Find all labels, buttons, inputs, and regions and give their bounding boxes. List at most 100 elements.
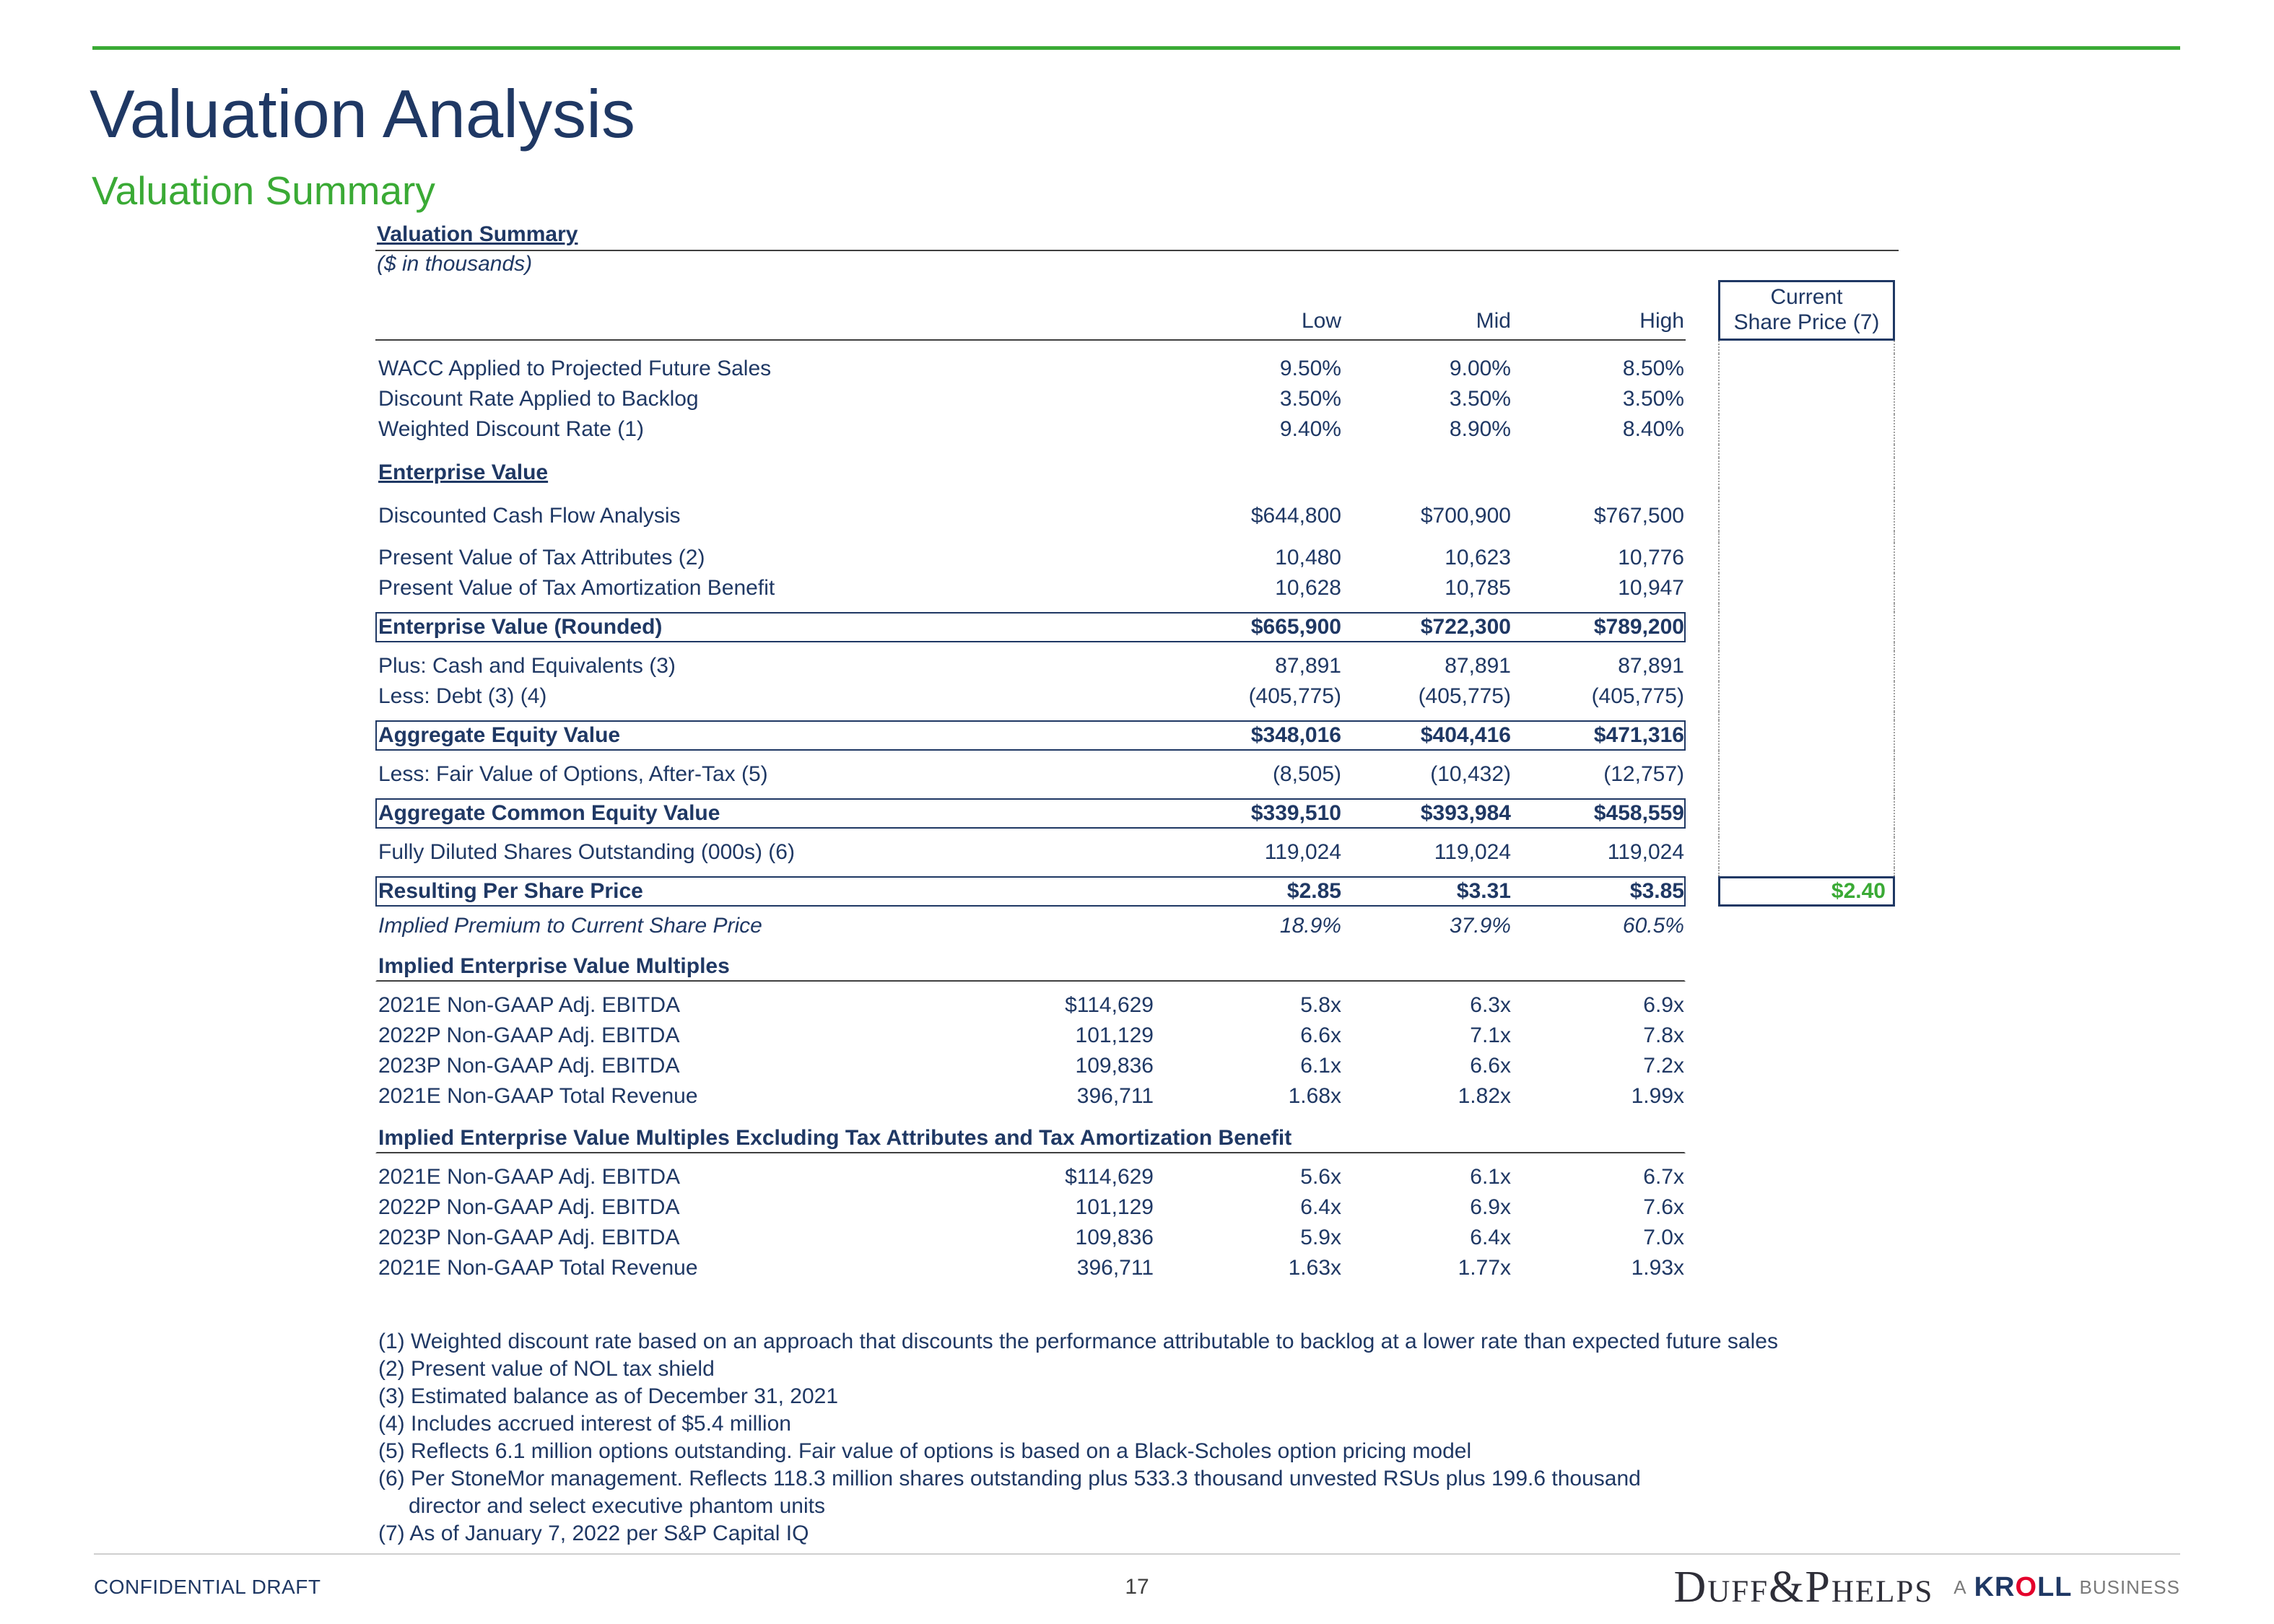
current-share-price-header: Current Share Price (7) (1718, 280, 1895, 341)
table-header: Low Mid High Current Share Price (7) (375, 280, 1899, 341)
value-high: 6.7x (1643, 1165, 1684, 1189)
row-main (375, 445, 1686, 458)
footer: CONFIDENTIAL DRAFT 17 Duff&Phelps A KROL… (94, 1560, 2180, 1614)
footnote-line: (6) Per StoneMor management. Reflects 11… (378, 1467, 1641, 1490)
value-high: 7.6x (1643, 1195, 1684, 1219)
value-high: 8.40% (1622, 417, 1684, 441)
value-low: 18.9% (1279, 914, 1341, 938)
row-main: Fully Diluted Shares Outstanding (000s) … (375, 837, 1686, 868)
table-spacer (375, 445, 1899, 458)
value-high: 87,891 (1618, 654, 1684, 678)
current-column-cell (1718, 1223, 1895, 1253)
row-label: Enterprise Value (Rounded) (378, 615, 663, 639)
row-label: Present Value of Tax Attributes (2) (378, 546, 705, 569)
value-low: $339,510 (1250, 801, 1341, 825)
current-share-price-value: $2.40 (1718, 876, 1895, 907)
duff-phelps-logo: Duff&Phelps A KROLL BUSINESS (1673, 1565, 2180, 1610)
value-low: 5.8x (1300, 993, 1341, 1017)
table-row: Weighted Discount Rate (1) 9.40% 8.90% 8.40… (375, 414, 1899, 445)
row-main (375, 1112, 1686, 1123)
current-column-cell (1718, 798, 1895, 829)
row-label: Plus: Cash and Equivalents (3) (378, 654, 676, 678)
table-title: Valuation Summary (377, 222, 578, 246)
table-row: Resulting Per Share Price $2.85 $3.31 $3.85… (375, 876, 1899, 907)
value-mid: 6.1x (1470, 1165, 1511, 1189)
table-units: ($ in thousands) (377, 252, 533, 276)
table-spacer (375, 712, 1899, 720)
row-label: Present Value of Tax Amortization Benefi… (378, 576, 775, 600)
row-main: Present Value of Tax Amortization Benefi… (375, 573, 1686, 603)
value-mid: 10,623 (1445, 546, 1511, 569)
row-label: Discount Rate Applied to Backlog (378, 387, 699, 411)
value-extra: 396,711 (1076, 1084, 1154, 1108)
current-column-cell (1718, 1021, 1895, 1051)
current-column-cell (1718, 603, 1895, 612)
current-column-cell (1718, 941, 1895, 951)
row-label: 2021E Non-GAAP Adj. EBITDA (378, 993, 680, 1017)
value-low: 10,480 (1275, 546, 1341, 569)
current-column-cell (1718, 1112, 1895, 1123)
current-column-cell (1718, 1192, 1895, 1223)
current-column-cell (1718, 341, 1895, 354)
row-label: Weighted Discount Rate (1) (378, 417, 644, 441)
value-low: 1.68x (1288, 1084, 1341, 1108)
value-extra (973, 416, 1154, 443)
value-mid: 37.9% (1449, 914, 1511, 938)
table-row: Present Value of Tax Attributes (2) 10,48… (375, 543, 1899, 573)
kroll-red-o: O (2015, 1571, 2038, 1602)
value-low: $665,900 (1250, 615, 1341, 639)
value-mid: $404,416 (1420, 723, 1511, 747)
row-main (375, 603, 1686, 612)
confidential-label: CONFIDENTIAL DRAFT (94, 1576, 321, 1598)
value-low: 6.4x (1300, 1195, 1341, 1219)
row-main (375, 531, 1686, 543)
row-main: Resulting Per Share Price $2.85 $3.31 $3.85 (375, 876, 1686, 907)
row-main: Weighted Discount Rate (1) 9.40% 8.90% 8.40… (375, 414, 1686, 445)
current-column-cell (1718, 1162, 1895, 1192)
current-column-cell (1718, 1253, 1895, 1283)
value-high: $458,559 (1593, 801, 1684, 825)
value-low: (8,505) (1272, 762, 1341, 786)
current-share-price-header-line1: Current (1770, 285, 1843, 309)
footnote-line: (7) As of January 7, 2022 per S&P Capita… (378, 1522, 809, 1545)
row-main (375, 868, 1686, 876)
value-extra: $114,629 (1065, 993, 1154, 1017)
section-heading: Implied Enterprise Value Multiples (378, 954, 730, 978)
valuation-summary-table: Valuation Summary ($ in thousands) Low M… (375, 222, 1899, 1283)
table-spacer (375, 1153, 1899, 1162)
value-low: 1.63x (1288, 1256, 1341, 1280)
value-low: 10,628 (1275, 576, 1341, 600)
value-high: 10,947 (1618, 576, 1684, 600)
table-row: Plus: Cash and Equivalents (3) 87,891 87,8… (375, 651, 1899, 681)
current-column-cell (1718, 445, 1895, 458)
page-title: Valuation Analysis (90, 76, 635, 152)
current-column-cell (1718, 911, 1895, 941)
value-high: 7.2x (1643, 1054, 1684, 1078)
value-high: 6.9x (1643, 993, 1684, 1017)
value-mid: 10,785 (1445, 576, 1511, 600)
table-row: Implied Enterprise Value Multiples Exclu… (375, 1123, 1899, 1153)
value-high: 10,776 (1618, 546, 1684, 569)
page-subtitle: Valuation Summary (92, 168, 435, 213)
row-label: Discounted Cash Flow Analysis (378, 504, 681, 528)
value-mid: $393,984 (1420, 801, 1511, 825)
current-column-cell (1718, 573, 1895, 603)
value-extra (973, 683, 1154, 710)
page-number: 17 (1125, 1575, 1149, 1599)
row-main: Less: Fair Value of Options, After-Tax (… (375, 759, 1686, 790)
table-title-divider (375, 250, 1899, 251)
value-extra (973, 652, 1154, 680)
current-column-cell (1718, 651, 1895, 681)
current-column-cell (1718, 488, 1895, 501)
table-row: Implied Enterprise Value Multiples (375, 951, 1899, 982)
row-label: Aggregate Equity Value (378, 723, 621, 747)
value-low: 5.9x (1300, 1226, 1341, 1249)
value-extra (973, 722, 1154, 749)
current-column-cell (1718, 837, 1895, 868)
value-mid: 119,024 (1434, 840, 1511, 864)
kroll-ll: LL (2037, 1571, 2073, 1602)
table-spacer (375, 790, 1899, 798)
kroll-tagline: A KROLL BUSINESS (1953, 1572, 2180, 1603)
row-main: Less: Debt (3) (4) (405,775) (405,775) (405… (375, 681, 1686, 712)
